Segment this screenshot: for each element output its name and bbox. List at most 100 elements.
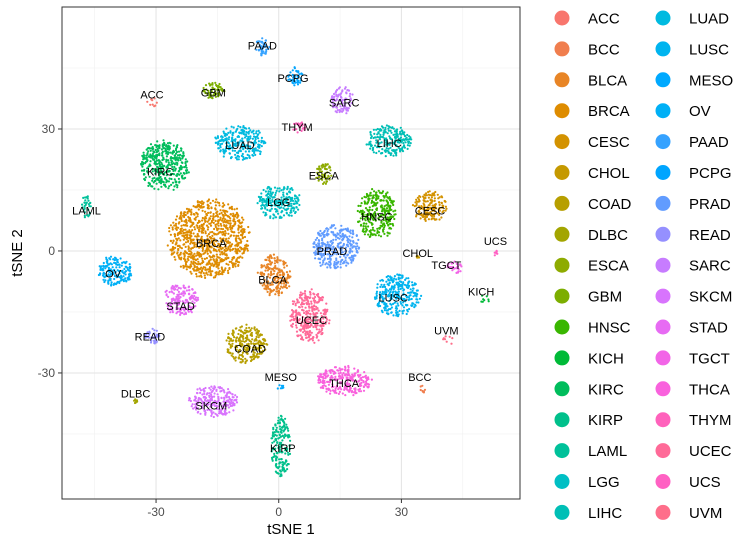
point-coad [235, 336, 238, 340]
point-luad [252, 132, 255, 135]
point-prad [329, 258, 332, 261]
point-thca [329, 371, 332, 374]
point-hnsc [372, 218, 375, 221]
point-brca [188, 266, 192, 269]
point-acc [151, 103, 154, 106]
point-skcm [234, 398, 237, 402]
point-brca [208, 217, 211, 220]
point-blca [269, 263, 272, 266]
point-brca [195, 272, 198, 276]
point-brca [211, 234, 214, 237]
point-brca [222, 217, 225, 220]
point-skcm [227, 388, 230, 391]
point-brca [174, 258, 177, 261]
point-prad [351, 236, 354, 239]
point-coad [248, 326, 251, 329]
point-bcc [421, 384, 424, 387]
point-brca [195, 262, 198, 265]
point-bcc [419, 388, 422, 392]
point-acc [153, 97, 156, 100]
point-blca [273, 279, 276, 282]
point-kirp [280, 458, 283, 461]
point-brca [178, 232, 181, 235]
point-brca [247, 225, 250, 229]
point-lihc [378, 128, 381, 131]
point-kirc [140, 162, 143, 165]
point-ov [107, 282, 110, 285]
point-lusc [383, 283, 386, 286]
point-brca [200, 231, 203, 234]
point-cesc [444, 209, 447, 212]
point-kirc [151, 145, 154, 149]
point-blca [273, 262, 276, 265]
point-brca [177, 237, 180, 240]
point-brca [198, 230, 201, 233]
point-blca [277, 282, 280, 285]
point-kirc [166, 142, 169, 145]
point-brca [193, 245, 196, 248]
point-brca [206, 273, 209, 276]
point-kirc [174, 169, 177, 172]
point-hnsc [388, 232, 391, 235]
point-hnsc [389, 216, 392, 219]
point-brca [169, 224, 172, 227]
point-skcm [223, 396, 226, 399]
point-ov [107, 263, 110, 266]
point-coad [241, 360, 244, 363]
point-hnsc [356, 209, 359, 213]
point-lihc [404, 141, 407, 144]
point-lgg [269, 209, 272, 212]
point-brca [221, 246, 224, 250]
point-luad [259, 152, 262, 156]
point-prad [342, 242, 345, 246]
point-hnsc [390, 201, 393, 204]
point-kirp [277, 472, 280, 475]
point-cesc [411, 204, 415, 207]
point-brca [171, 228, 174, 231]
point-lusc [392, 314, 395, 317]
point-brca [201, 249, 204, 252]
point-prad [316, 236, 319, 240]
point-esca [323, 174, 326, 177]
point-kirc [157, 174, 161, 177]
point-hnsc [372, 194, 375, 197]
point-brca [184, 228, 187, 231]
point-kirc [171, 165, 174, 168]
point-coad [234, 346, 237, 349]
point-brca [237, 264, 240, 267]
point-brca [214, 201, 217, 204]
point-cesc [435, 207, 438, 210]
point-brca [190, 211, 193, 214]
point-brca [176, 239, 179, 242]
point-cesc [441, 196, 444, 199]
point-brca [190, 240, 193, 243]
point-cesc [427, 204, 430, 207]
point-cesc [433, 218, 436, 221]
point-brca [168, 226, 171, 230]
point-brca [198, 240, 201, 243]
point-stad [167, 295, 170, 298]
point-kirc [140, 169, 144, 172]
point-prad [331, 242, 334, 245]
point-prad [326, 229, 329, 233]
point-brca [207, 243, 210, 246]
point-gbm [212, 94, 215, 97]
point-brca [206, 203, 209, 206]
point-lihc [390, 131, 393, 134]
point-kirc [148, 175, 151, 178]
point-kirp [279, 473, 282, 476]
point-hnsc [365, 216, 368, 219]
point-prad [345, 228, 348, 231]
point-prad [321, 237, 324, 240]
point-luad [240, 154, 243, 157]
point-esca [318, 165, 321, 168]
point-kirp [273, 431, 276, 434]
point-brca [236, 216, 239, 219]
point-kirc [161, 150, 164, 153]
point-coad [262, 338, 265, 341]
point-prad [326, 257, 329, 260]
point-brca [218, 243, 221, 246]
point-brca [213, 227, 216, 231]
point-lihc [377, 150, 381, 153]
point-lusc [387, 284, 390, 287]
